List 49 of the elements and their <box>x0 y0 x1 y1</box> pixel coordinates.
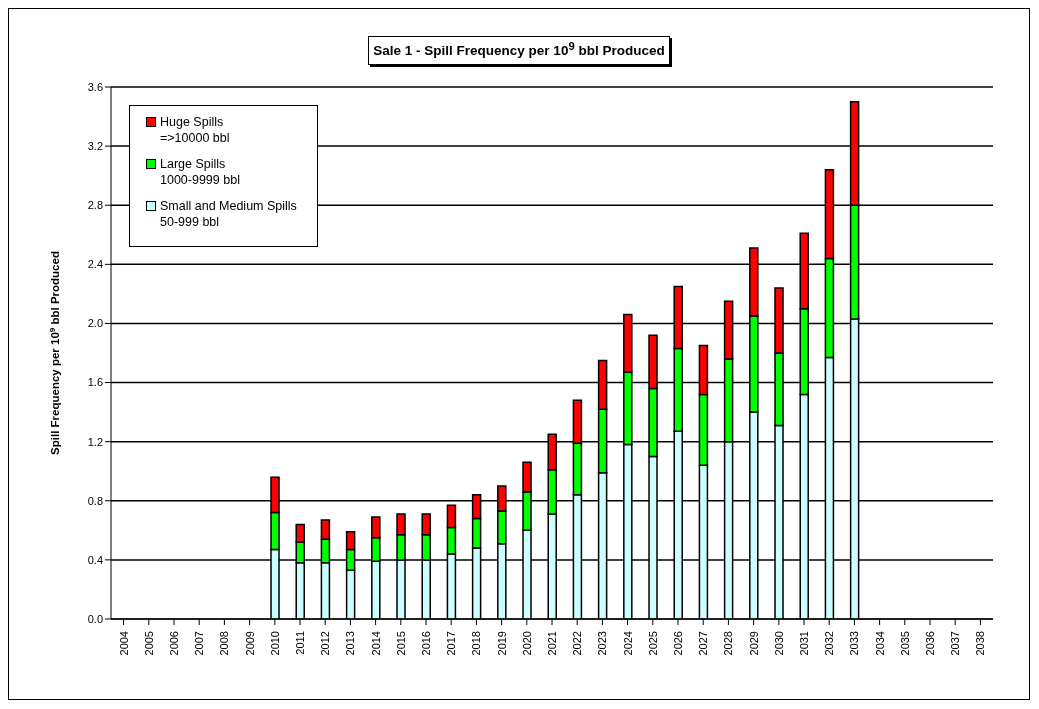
legend-label: Large Spills 1000-9999 bbl <box>160 156 240 188</box>
x-tick-label: 2021 <box>546 631 558 656</box>
y-tick-label: 2.4 <box>87 258 103 271</box>
x-tick-label: 2031 <box>798 631 810 656</box>
x-tick-label: 2024 <box>621 631 634 656</box>
x-tick-label: 2017 <box>445 631 458 656</box>
x-tick-label: 2007 <box>193 631 206 656</box>
x-tick-label: 2026 <box>672 631 684 656</box>
y-tick-label: 3.2 <box>87 140 103 153</box>
y-tick-label: 1.6 <box>87 376 103 389</box>
x-tick-label: 2032 <box>823 631 836 656</box>
chart-title: Sale 1 - Spill Frequency per 10$^{9}$ bbl Produced <box>368 35 670 65</box>
x-tick-label: 2029 <box>747 631 760 656</box>
x-tick-label: 2022 <box>571 631 584 656</box>
x-tick-label: 2034 <box>873 631 886 656</box>
x-tick-label: 2015 <box>394 631 407 656</box>
x-tick-label: 2016 <box>420 631 432 656</box>
x-tick-label: 2025 <box>646 631 659 656</box>
y-tick-label: 0.4 <box>87 553 103 566</box>
x-tick-label: 2010 <box>268 631 281 656</box>
legend-label: Small and Medium Spills 50-999 bbl <box>160 198 297 230</box>
x-tick-label: 2008 <box>218 631 231 656</box>
x-tick-label: 2020 <box>520 631 533 656</box>
x-tick-label: 2037 <box>949 631 962 656</box>
x-tick-label: 2005 <box>142 631 155 656</box>
x-tick-label: 2009 <box>243 631 256 656</box>
x-tick-label: 2035 <box>898 631 911 656</box>
x-tick-label: 2036 <box>924 631 936 656</box>
x-tick-label: 2018 <box>470 631 483 656</box>
x-tick-label: 2028 <box>722 631 735 656</box>
x-tick-label: 2012 <box>319 631 332 656</box>
y-tick-label: 2.0 <box>87 317 103 330</box>
x-tick-label: 2014 <box>369 631 382 656</box>
x-tick-label: 2033 <box>848 631 861 656</box>
x-tick-label: 2004 <box>117 631 130 656</box>
legend-label: Huge Spills =>10000 bbl <box>160 114 230 146</box>
y-tick-label: 0.8 <box>87 494 103 507</box>
x-tick-label: 2011 <box>294 631 306 655</box>
x-tick-label: 2006 <box>168 631 180 656</box>
y-tick-label: 1.2 <box>87 435 103 448</box>
x-tick-label: 2019 <box>495 631 508 656</box>
x-tick-label: 2038 <box>974 631 987 656</box>
y-tick-label: 3.6 <box>87 80 103 93</box>
x-tick-label: 2030 <box>772 631 785 656</box>
y-tick-label: 0.0 <box>87 612 103 625</box>
y-tick-label: 2.8 <box>87 199 103 212</box>
x-tick-label: 2027 <box>697 631 710 656</box>
x-tick-label: 2013 <box>344 631 357 656</box>
x-tick-label: 2023 <box>596 631 609 656</box>
